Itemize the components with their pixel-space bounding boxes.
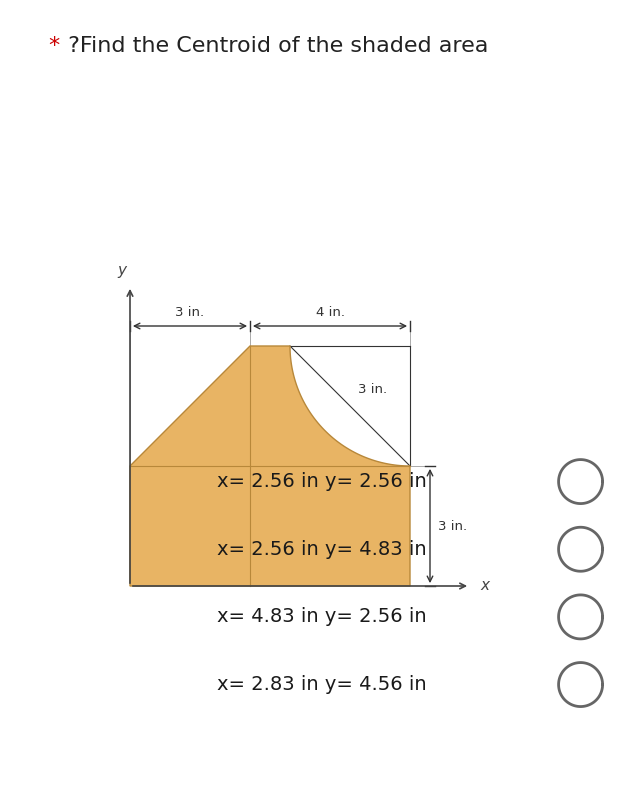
Text: 3 in.: 3 in. (438, 520, 467, 533)
Text: ?Find the Centroid of the shaded area: ?Find the Centroid of the shaded area (61, 36, 488, 56)
Text: x= 2.56 in y= 2.56 in: x= 2.56 in y= 2.56 in (217, 472, 427, 491)
Text: 4 in.: 4 in. (316, 306, 345, 319)
Text: x: x (480, 579, 489, 594)
Text: 3 in.: 3 in. (358, 383, 387, 396)
Text: 3 in.: 3 in. (175, 306, 205, 319)
Text: *: * (48, 36, 59, 56)
Polygon shape (130, 346, 410, 586)
Text: y: y (117, 263, 126, 278)
Text: x= 2.83 in y= 4.56 in: x= 2.83 in y= 4.56 in (217, 675, 427, 694)
Text: x= 2.56 in y= 4.83 in: x= 2.56 in y= 4.83 in (217, 540, 427, 559)
Text: x= 4.83 in y= 2.56 in: x= 4.83 in y= 2.56 in (217, 607, 427, 626)
